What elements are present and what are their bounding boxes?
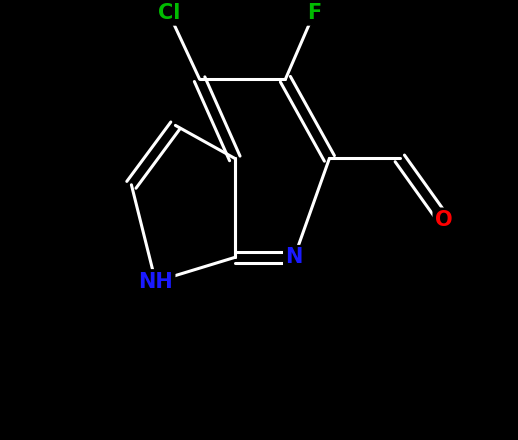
Text: Cl: Cl [157, 3, 180, 23]
Text: O: O [435, 210, 453, 230]
Text: F: F [307, 3, 321, 23]
Text: NH: NH [138, 271, 173, 292]
Text: N: N [285, 247, 303, 268]
